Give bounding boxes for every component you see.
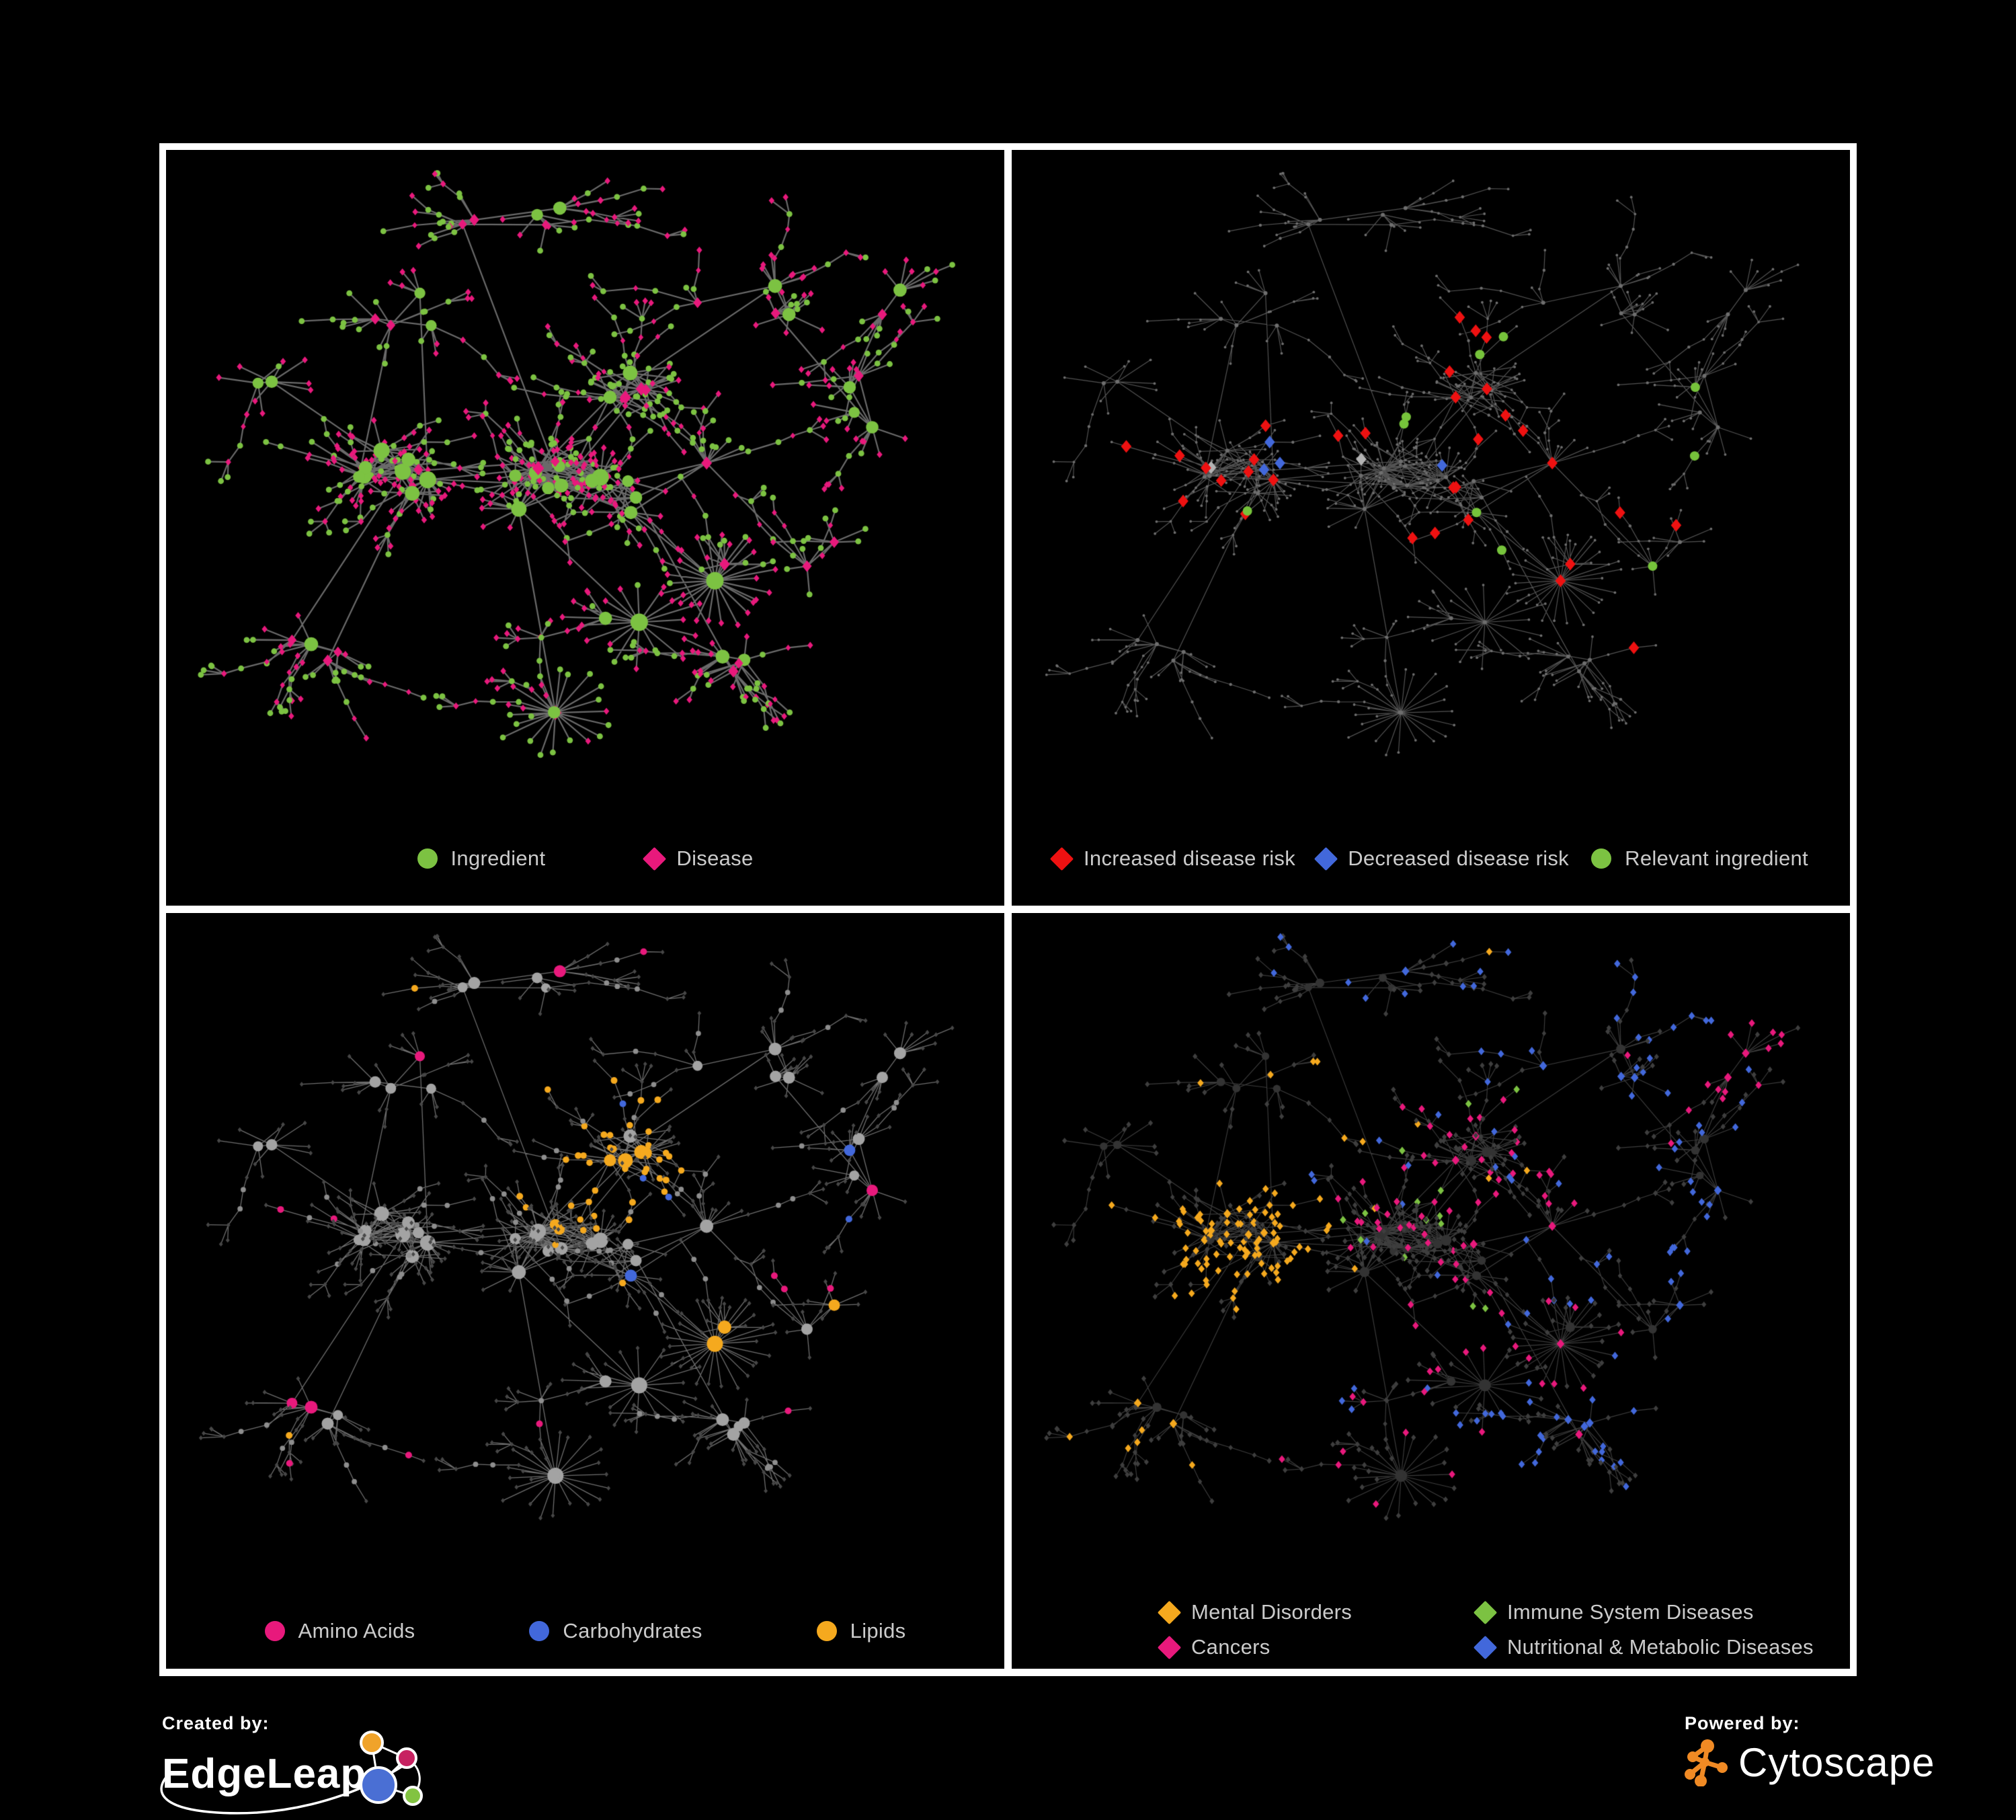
legend-ingredient-disease: Ingredient Disease: [166, 846, 1004, 871]
cancers-diamond-icon: [1157, 1635, 1182, 1659]
legend-label-increased-risk: Increased disease risk: [1084, 846, 1296, 870]
legend-item-mental-disorders: Mental Disorders: [1157, 1600, 1477, 1624]
edgeleap-logo: EdgeLeap: [160, 1731, 485, 1820]
cytoscape-logo: Cytoscape: [1685, 1738, 1935, 1786]
legend-label-disease: Disease: [676, 846, 754, 870]
panel-grid: Ingredient Disease Increased disease ris…: [159, 143, 1857, 1676]
powered-by-block: Powered by: Cytoscape: [1685, 1713, 1935, 1786]
ingredient-disease-network-canvas: [166, 150, 1004, 906]
mental-disorders-diamond-icon: [1157, 1600, 1182, 1624]
relevant-ingredient-circle-icon: [1591, 848, 1612, 869]
created-by-block: Created by: EdgeLeap: [160, 1713, 485, 1820]
legend-label-decreased-risk: Decreased disease risk: [1348, 846, 1569, 870]
legend-item-amino-acids: Amino Acids: [264, 1619, 415, 1643]
legend-item-relevant-ingredient: Relevant ingredient: [1591, 846, 1808, 871]
legend-item-disease: Disease: [643, 846, 754, 871]
legend-label-ingredient: Ingredient: [450, 846, 546, 870]
cytoscape-wordmark: Cytoscape: [1738, 1739, 1935, 1785]
legend-label-nutritional-metabolic: Nutritional & Metabolic Diseases: [1507, 1635, 1814, 1659]
edgeleap-network-icon: [360, 1731, 423, 1806]
legend-disease-classes: Mental Disorders Immune System Diseases …: [1157, 1600, 1814, 1659]
legend-label-immune-diseases: Immune System Diseases: [1507, 1600, 1754, 1624]
panel-ingredient-disease: Ingredient Disease: [166, 150, 1004, 906]
legend-label-lipids: Lipids: [850, 1619, 906, 1643]
legend-item-cancers: Cancers: [1157, 1635, 1477, 1659]
legend-label-carbohydrates: Carbohydrates: [563, 1619, 702, 1643]
powered-by-label: Powered by:: [1685, 1713, 1800, 1733]
disease-class-network-canvas: [1012, 913, 1850, 1669]
panel-disease-risk: Increased disease risk Decreased disease…: [1012, 150, 1850, 906]
legend-item-carbohydrates: Carbohydrates: [529, 1619, 702, 1643]
legend-item-increased-risk: Increased disease risk: [1049, 846, 1296, 871]
cytoscape-icon: [1685, 1739, 1728, 1786]
carbohydrates-circle-icon: [529, 1621, 550, 1641]
legend-label-amino-acids: Amino Acids: [298, 1619, 415, 1643]
amino-acids-circle-icon: [264, 1621, 285, 1641]
ingredient-circle-icon: [417, 848, 438, 869]
legend-disease-risk: Increased disease risk Decreased disease…: [1012, 846, 1850, 871]
legend-label-cancers: Cancers: [1191, 1635, 1271, 1659]
created-by-label: Created by:: [162, 1713, 270, 1733]
legend-nutrient-classes: Amino Acids Carbohydrates Lipids: [166, 1619, 1004, 1643]
disease-risk-network-canvas: [1012, 150, 1850, 906]
panel-disease-classes: Mental Disorders Immune System Diseases …: [1012, 913, 1850, 1669]
legend-item-ingredient: Ingredient: [417, 846, 546, 871]
legend-item-lipids: Lipids: [816, 1619, 906, 1643]
nutritional-metabolic-diamond-icon: [1473, 1635, 1498, 1659]
disease-diamond-icon: [643, 846, 667, 871]
nutrient-class-network-canvas: [166, 913, 1004, 1669]
legend-label-relevant-ingredient: Relevant ingredient: [1625, 846, 1808, 870]
decreased-risk-diamond-icon: [1314, 846, 1338, 871]
increased-risk-diamond-icon: [1049, 846, 1074, 871]
legend-item-decreased-risk: Decreased disease risk: [1314, 846, 1569, 871]
legend-item-immune-diseases: Immune System Diseases: [1473, 1600, 1814, 1624]
immune-diseases-diamond-icon: [1473, 1600, 1498, 1624]
edgeleap-wordmark: EdgeLeap: [162, 1751, 367, 1797]
lipids-circle-icon: [816, 1621, 837, 1641]
legend-label-mental-disorders: Mental Disorders: [1191, 1600, 1353, 1624]
legend-item-nutritional-metabolic: Nutritional & Metabolic Diseases: [1473, 1635, 1814, 1659]
panel-nutrient-classes: Amino Acids Carbohydrates Lipids: [166, 913, 1004, 1669]
